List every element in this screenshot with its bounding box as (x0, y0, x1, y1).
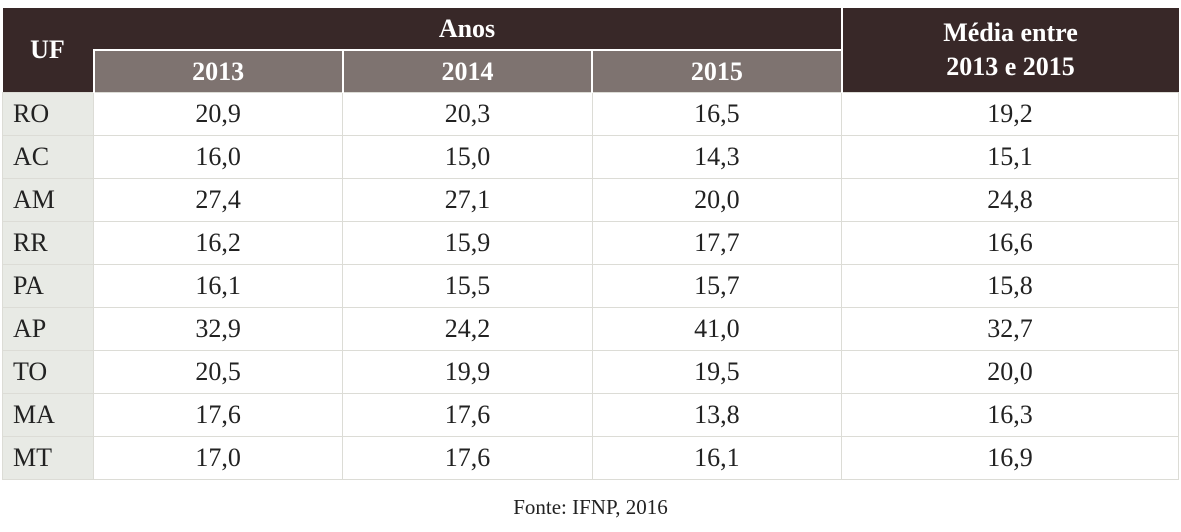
value-cell: 17,0 (92, 436, 344, 480)
value-cell: 15,5 (342, 264, 593, 308)
data-table: UF Anos Média entre 2013 e 2015 2013 2014… (2, 8, 1179, 480)
year-row: 2013 2014 2015 (3, 50, 1179, 93)
value-cell: 24,8 (841, 178, 1179, 222)
uf-cell: RR (2, 221, 94, 265)
value-cell: 27,4 (92, 178, 344, 222)
value-cell: 16,6 (841, 221, 1179, 265)
table-row: MT 17,0 17,6 16,1 16,9 (2, 436, 1179, 480)
value-cell: 41,0 (591, 307, 843, 351)
year-header: 2015 (591, 50, 842, 93)
value-cell: 20,3 (342, 92, 593, 136)
year-header: 2013 (92, 50, 343, 93)
table-row: RR 16,2 15,9 17,7 16,6 (2, 221, 1179, 265)
value-cell: 17,6 (342, 393, 593, 437)
value-cell: 13,8 (591, 393, 843, 437)
value-cell: 14,3 (591, 135, 843, 179)
table-row: AC 16,0 15,0 14,3 15,1 (2, 135, 1179, 179)
value-cell: 24,2 (342, 307, 593, 351)
uf-cell: PA (2, 264, 94, 308)
value-cell: 15,7 (591, 264, 843, 308)
value-cell: 27,1 (342, 178, 593, 222)
value-cell: 17,7 (591, 221, 843, 265)
uf-cell: TO (2, 350, 94, 394)
value-cell: 15,9 (342, 221, 593, 265)
header-row: UF Anos Média entre 2013 e 2015 (2, 8, 1179, 93)
value-cell: 20,0 (841, 350, 1179, 394)
value-cell: 20,0 (591, 178, 843, 222)
value-cell: 19,9 (342, 350, 593, 394)
uf-cell: RO (2, 92, 94, 136)
table-body: RO 20,9 20,3 16,5 19,2 AC 16,0 15,0 14,3 15,1 AM 27… (2, 92, 1179, 480)
value-cell: 16,3 (841, 393, 1179, 437)
value-cell: 15,1 (841, 135, 1179, 179)
value-cell: 19,2 (841, 92, 1179, 136)
uf-cell: MA (2, 393, 94, 437)
value-cell: 16,1 (591, 436, 843, 480)
value-cell: 16,5 (591, 92, 843, 136)
value-cell: 32,7 (841, 307, 1179, 351)
value-cell: 19,5 (591, 350, 843, 394)
value-cell: 16,1 (92, 264, 344, 308)
table-row: RO 20,9 20,3 16,5 19,2 (2, 92, 1179, 136)
table-head: UF Anos Média entre 2013 e 2015 2013 2014… (2, 8, 1179, 93)
value-cell: 20,5 (92, 350, 344, 394)
value-cell: 16,0 (92, 135, 344, 179)
value-cell: 17,6 (342, 436, 593, 480)
table-row: AM 27,4 27,1 20,0 24,8 (2, 178, 1179, 222)
uf-cell: MT (2, 436, 94, 480)
table-row: MA 17,6 17,6 13,8 16,3 (2, 393, 1179, 437)
value-cell: 17,6 (92, 393, 344, 437)
table-row: AP 32,9 24,2 41,0 32,7 (2, 307, 1179, 351)
value-cell: 32,9 (92, 307, 344, 351)
uf-cell: AM (2, 178, 94, 222)
year-header: 2014 (341, 50, 593, 93)
value-cell: 20,9 (92, 92, 344, 136)
average-header: Média entre 2013 e 2015 (840, 8, 1179, 93)
table-row: PA 16,1 15,5 15,7 15,8 (2, 264, 1179, 308)
uf-cell: AC (2, 135, 94, 179)
source-note: Fonte: IFNP, 2016 (513, 495, 668, 519)
uf-cell: AP (2, 307, 94, 351)
value-cell: 15,8 (841, 264, 1179, 308)
value-cell: 16,9 (841, 436, 1179, 480)
value-cell: 16,2 (92, 221, 344, 265)
table-row: TO 20,5 19,9 19,5 20,0 (2, 350, 1179, 394)
group-header: Anos (93, 8, 842, 51)
uf-header: UF (2, 8, 94, 93)
value-cell: 15,0 (342, 135, 593, 179)
